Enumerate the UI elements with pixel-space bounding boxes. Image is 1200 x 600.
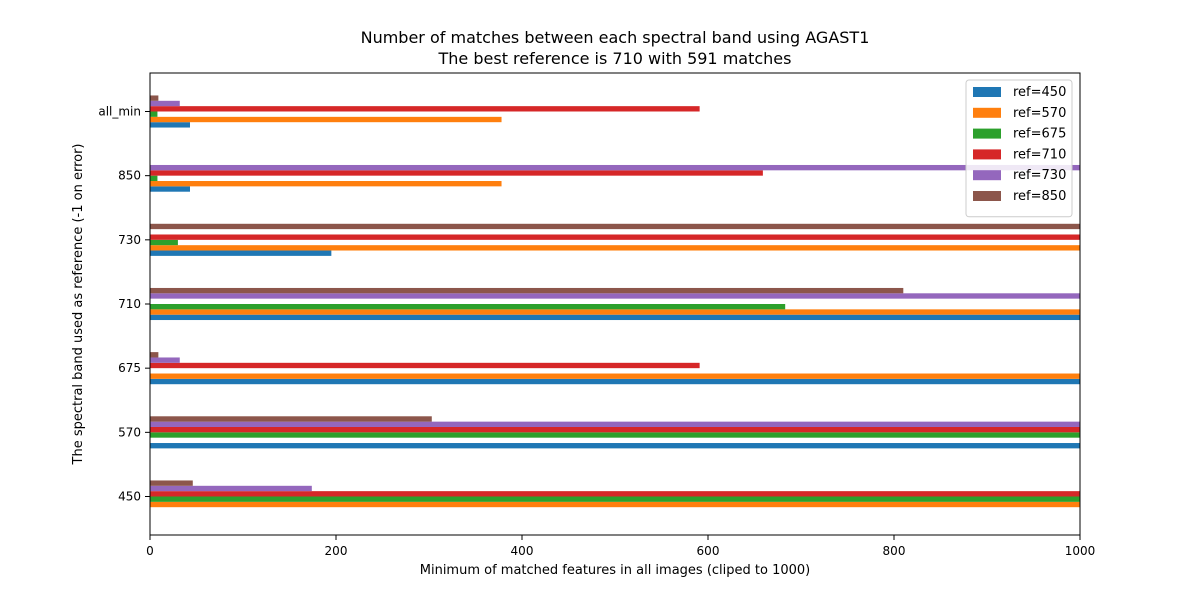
bar-ref-730-450 xyxy=(150,485,312,492)
bar-ref-710-570 xyxy=(150,426,1080,433)
bar-ref-850-450 xyxy=(150,480,193,486)
legend-swatch xyxy=(973,191,1001,201)
x-tick-label: 800 xyxy=(883,544,906,558)
legend-label: ref=730 xyxy=(1013,168,1066,183)
legend: ref=450 ref=570 ref=675 ref=710 ref=730 ref=8… xyxy=(965,79,1073,218)
legend-swatch xyxy=(973,170,1001,181)
bar-ref-850-730 xyxy=(150,223,1080,230)
y-axis: 450 570 675 710 730 850 all_min xyxy=(98,105,150,504)
bar-ref-710-730 xyxy=(150,234,1080,240)
x-tick-label: 400 xyxy=(511,544,534,558)
bar-ref-850-710 xyxy=(150,287,904,294)
bar-ref-675-850 xyxy=(150,175,158,182)
bar-ref-675-450 xyxy=(150,496,1080,502)
legend-swatch xyxy=(973,107,1001,118)
legend-label: ref=450 xyxy=(1013,85,1066,100)
bar-ref-710-all_min xyxy=(150,106,700,112)
y-tick-label: 730 xyxy=(118,233,141,247)
bar-ref-675-all_min xyxy=(150,111,158,117)
chart-subtitle: The best reference is 710 with 591 match… xyxy=(438,49,792,68)
legend-label: ref=570 xyxy=(1013,106,1066,121)
x-axis-label: Minimum of matched features in all image… xyxy=(420,563,811,578)
x-tick-label: 600 xyxy=(697,544,720,558)
bar-ref-730-all_min xyxy=(150,100,180,107)
bar-ref-710-675 xyxy=(150,362,700,369)
bar-ref-710-450 xyxy=(150,491,1080,497)
x-tick-label: 200 xyxy=(325,544,348,558)
bar-ref-570-450 xyxy=(150,501,1080,508)
bar-ref-730-570 xyxy=(150,421,1080,427)
legend-swatch xyxy=(973,128,1001,139)
bar-ref-450-570 xyxy=(150,443,1080,449)
bar-ref-450-850 xyxy=(150,186,190,192)
bar-ref-850-570 xyxy=(150,416,432,422)
legend-label: ref=675 xyxy=(1013,127,1066,142)
bar-ref-570-730 xyxy=(150,245,1080,251)
x-tick-label: 1000 xyxy=(1065,544,1096,558)
y-tick-label: 850 xyxy=(118,169,141,183)
bar-ref-570-710 xyxy=(150,309,1080,315)
bar-ref-710-850 xyxy=(150,170,763,176)
bar-ref-570-850 xyxy=(150,181,502,187)
y-tick-label: 710 xyxy=(118,297,141,311)
bar-ref-450-710 xyxy=(150,314,1080,321)
y-tick-label: all_min xyxy=(98,105,141,119)
legend-swatch xyxy=(973,149,1001,160)
legend-label: ref=850 xyxy=(1013,189,1066,204)
x-tick-label: 0 xyxy=(146,544,154,558)
x-axis: 0 200 400 600 800 1000 xyxy=(146,535,1095,558)
bar-ref-570-all_min xyxy=(150,116,502,123)
y-axis-label: The spectral band used as reference (-1 … xyxy=(71,144,86,466)
bar-ref-850-all_min xyxy=(150,95,159,101)
bar-ref-450-675 xyxy=(150,378,1080,385)
bar-ref-675-730 xyxy=(150,239,178,246)
y-tick-label: 570 xyxy=(118,425,141,439)
legend-swatch xyxy=(973,87,1001,97)
legend-label: ref=710 xyxy=(1013,147,1066,162)
y-tick-label: 450 xyxy=(118,490,141,504)
bar-ref-730-710 xyxy=(150,293,1080,299)
bar-ref-450-730 xyxy=(150,250,332,256)
bars-layer xyxy=(150,95,1080,508)
y-tick-label: 675 xyxy=(118,361,141,375)
bar-ref-730-675 xyxy=(150,357,180,363)
bar-ref-675-570 xyxy=(150,432,1080,438)
bar-ref-850-675 xyxy=(150,352,159,358)
bar-ref-675-710 xyxy=(150,304,786,310)
bar-ref-450-all_min xyxy=(150,122,190,128)
bar-ref-570-675 xyxy=(150,373,1080,379)
bar-ref-730-850 xyxy=(150,164,1080,171)
chart-title: Number of matches between each spectral … xyxy=(361,28,870,47)
